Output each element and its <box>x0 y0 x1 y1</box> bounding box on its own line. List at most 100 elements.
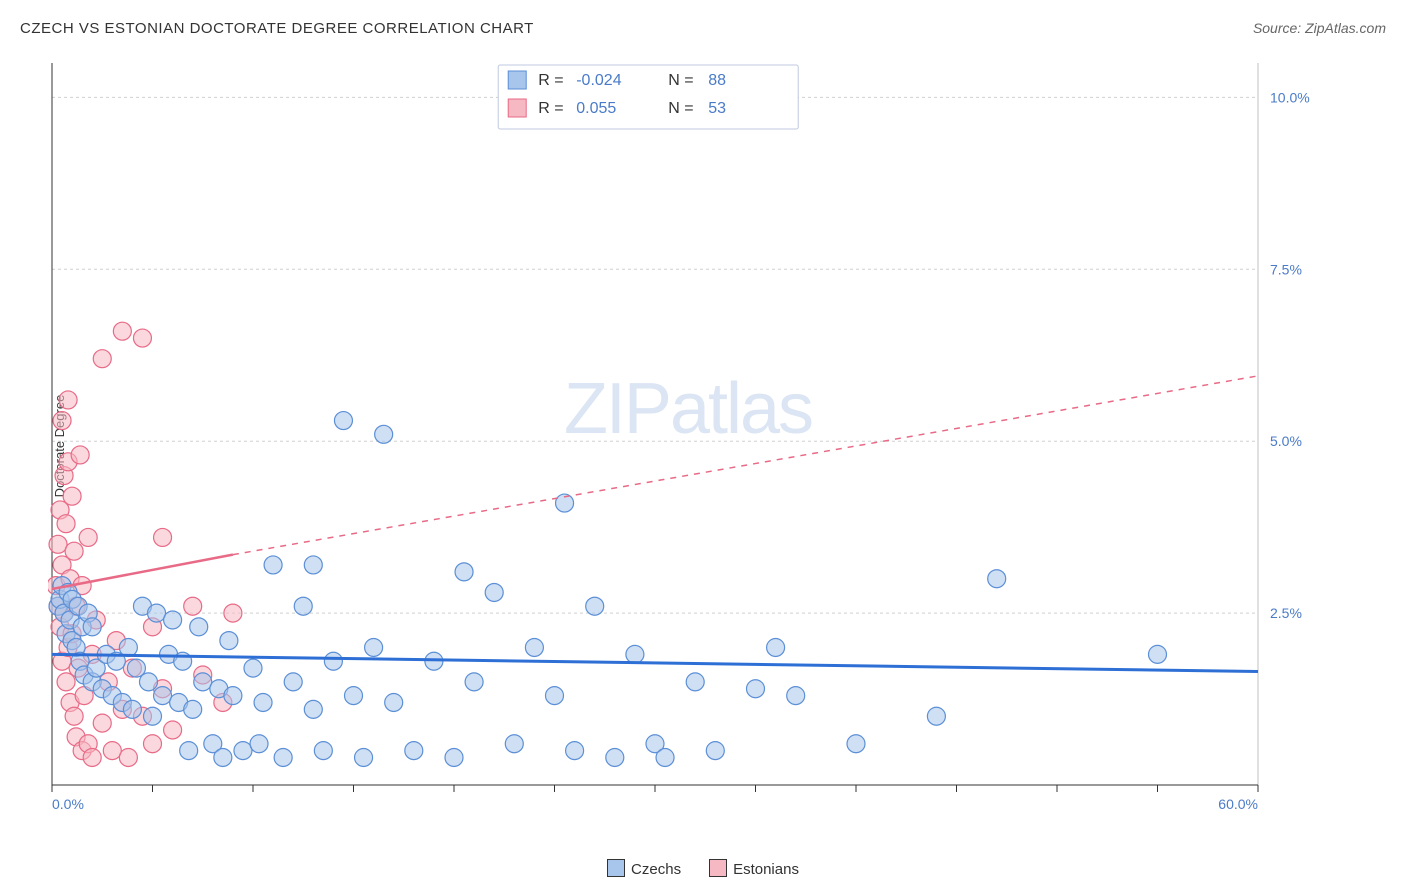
legend-estonians: Estonians <box>709 859 799 878</box>
svg-text:2.5%: 2.5% <box>1270 605 1302 621</box>
point-czech <box>566 742 584 760</box>
point-estonian <box>113 322 131 340</box>
point-czech <box>154 687 172 705</box>
point-estonian <box>119 748 137 766</box>
point-czech <box>385 693 403 711</box>
point-czech <box>194 673 212 691</box>
scatter-chart: 2.5%5.0%7.5%10.0%0.0%60.0%R = -0.024N = … <box>48 55 1328 825</box>
point-czech <box>465 673 483 691</box>
point-czech <box>250 735 268 753</box>
regression-estonian-solid <box>52 555 233 589</box>
point-czech <box>274 748 292 766</box>
svg-text:53: 53 <box>708 100 726 117</box>
svg-text:-0.024: -0.024 <box>576 72 621 89</box>
point-czech <box>334 412 352 430</box>
point-czech <box>220 632 238 650</box>
point-estonian <box>93 350 111 368</box>
point-czech <box>656 748 674 766</box>
point-czech <box>445 748 463 766</box>
point-estonian <box>133 329 151 347</box>
point-czech <box>224 687 242 705</box>
point-czech <box>706 742 724 760</box>
point-czech <box>304 700 322 718</box>
point-czech <box>355 748 373 766</box>
svg-text:10.0%: 10.0% <box>1270 89 1310 105</box>
source-link[interactable]: ZipAtlas.com <box>1305 20 1386 36</box>
svg-text:60.0%: 60.0% <box>1218 796 1258 812</box>
point-czech <box>767 638 785 656</box>
point-czech <box>787 687 805 705</box>
legend-czechs: Czechs <box>607 859 681 878</box>
point-czech <box>190 618 208 636</box>
point-estonian <box>93 714 111 732</box>
point-estonian <box>103 742 121 760</box>
point-estonian <box>65 707 83 725</box>
point-czech <box>314 742 332 760</box>
point-czech <box>180 742 198 760</box>
point-czech <box>304 556 322 574</box>
svg-text:88: 88 <box>708 72 726 89</box>
chart-title: CZECH VS ESTONIAN DOCTORATE DEGREE CORRE… <box>20 20 534 37</box>
point-czech <box>626 645 644 663</box>
point-czech <box>686 673 704 691</box>
bottom-legend: Czechs Estonians <box>0 859 1406 878</box>
point-czech <box>144 707 162 725</box>
point-estonian <box>49 535 67 553</box>
point-czech <box>345 687 363 705</box>
point-czech <box>264 556 282 574</box>
point-czech <box>139 673 157 691</box>
point-estonian <box>71 446 89 464</box>
point-czech <box>586 597 604 615</box>
point-czech <box>284 673 302 691</box>
point-czech <box>119 638 137 656</box>
svg-text:5.0%: 5.0% <box>1270 433 1302 449</box>
regression-czech <box>52 654 1258 671</box>
point-czech <box>324 652 342 670</box>
point-czech <box>525 638 543 656</box>
point-czech <box>988 570 1006 588</box>
point-estonian <box>83 748 101 766</box>
point-estonian <box>65 542 83 560</box>
svg-text:N =: N = <box>668 72 693 89</box>
point-czech <box>83 618 101 636</box>
svg-text:N =: N = <box>668 100 693 117</box>
point-czech <box>485 583 503 601</box>
regression-estonian-dash <box>233 376 1258 555</box>
point-estonian <box>59 391 77 409</box>
point-estonian <box>154 528 172 546</box>
point-estonian <box>164 721 182 739</box>
svg-text:0.0%: 0.0% <box>52 796 84 812</box>
point-estonian <box>184 597 202 615</box>
point-czech <box>254 693 272 711</box>
point-czech <box>455 563 473 581</box>
point-czech <box>123 700 141 718</box>
point-czech <box>164 611 182 629</box>
point-estonian <box>63 487 81 505</box>
point-czech <box>148 604 166 622</box>
point-czech <box>747 680 765 698</box>
point-estonian <box>224 604 242 622</box>
svg-text:R =: R = <box>538 100 563 117</box>
point-czech <box>405 742 423 760</box>
point-czech <box>927 707 945 725</box>
point-czech <box>505 735 523 753</box>
point-czech <box>375 425 393 443</box>
point-czech <box>244 659 262 677</box>
point-czech <box>1149 645 1167 663</box>
point-czech <box>606 748 624 766</box>
point-czech <box>847 735 865 753</box>
svg-text:7.5%: 7.5% <box>1270 261 1302 277</box>
point-estonian <box>144 735 162 753</box>
point-estonian <box>53 412 71 430</box>
source-citation: Source: ZipAtlas.com <box>1253 20 1386 36</box>
point-czech <box>365 638 383 656</box>
point-estonian <box>57 515 75 533</box>
svg-text:R =: R = <box>538 72 563 89</box>
point-czech <box>294 597 312 615</box>
point-czech <box>184 700 202 718</box>
point-czech <box>214 748 232 766</box>
point-czech <box>234 742 252 760</box>
svg-text:0.055: 0.055 <box>576 100 616 117</box>
point-estonian <box>79 528 97 546</box>
point-czech <box>546 687 564 705</box>
